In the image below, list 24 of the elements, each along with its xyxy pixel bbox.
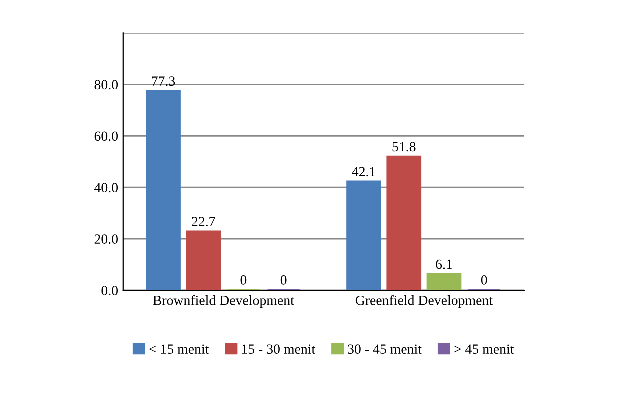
bar xyxy=(146,90,181,290)
x-tick-label: Greenfield Development xyxy=(356,295,493,308)
data-label: 6.1 xyxy=(436,260,452,270)
data-label: 77.3 xyxy=(152,76,176,86)
bar xyxy=(426,273,462,290)
data-label: 0 xyxy=(481,276,488,285)
legend-label: 15 - 30 menit xyxy=(242,344,316,354)
data-label: 51.8 xyxy=(392,142,416,152)
bar xyxy=(186,230,222,290)
legend-label: 30 - 45 menit xyxy=(348,344,422,354)
data-label: 42.1 xyxy=(352,167,376,177)
data-label: 0 xyxy=(240,276,247,285)
legend-label: < 15 menit xyxy=(150,344,210,354)
data-label: 0 xyxy=(280,276,287,285)
y-tick-label: 20.0 xyxy=(94,234,118,244)
x-tick-label: Brownfield Development xyxy=(153,295,294,308)
bar xyxy=(386,156,422,290)
bar xyxy=(346,180,382,290)
y-tick-label: 60.0 xyxy=(94,132,118,142)
data-label: 22.7 xyxy=(192,217,216,227)
y-tick-label: 80.0 xyxy=(94,80,118,90)
legend-label: > 45 menit xyxy=(454,344,514,354)
y-tick-label: 0.0 xyxy=(102,286,118,296)
y-tick-label: 40.0 xyxy=(94,183,118,193)
